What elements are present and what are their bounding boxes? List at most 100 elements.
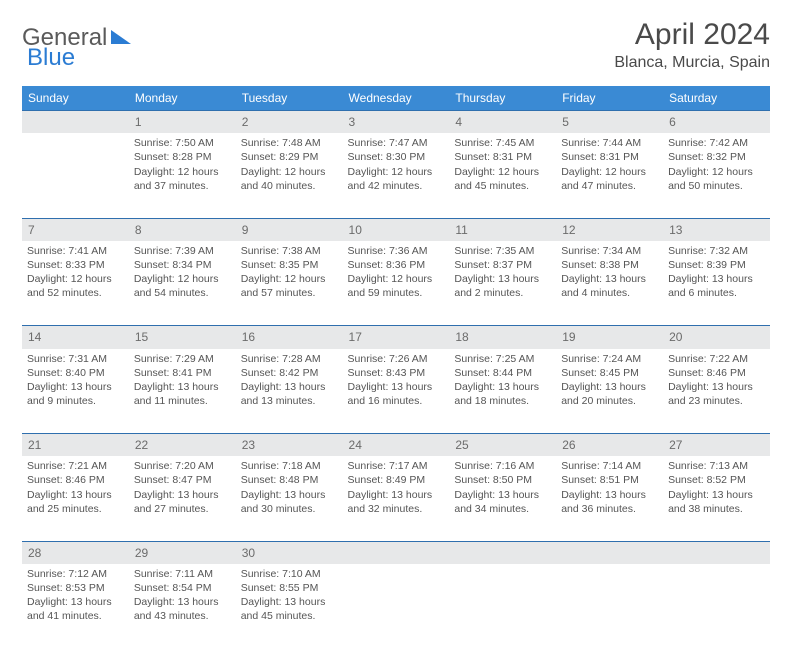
sunset-text: Sunset: 8:50 PM	[454, 473, 551, 487]
day-detail-row: Sunrise: 7:50 AMSunset: 8:28 PMDaylight:…	[22, 133, 770, 218]
daylight-text-1: Daylight: 12 hours	[454, 165, 551, 179]
daylight-text-1: Daylight: 13 hours	[454, 380, 551, 394]
day-detail-cell: Sunrise: 7:44 AMSunset: 8:31 PMDaylight:…	[556, 133, 663, 218]
day-number-cell: 28	[22, 541, 129, 564]
day-detail-cell: Sunrise: 7:47 AMSunset: 8:30 PMDaylight:…	[343, 133, 450, 218]
page-header: General April 2024 Blanca, Murcia, Spain	[22, 18, 770, 72]
sunrise-text: Sunrise: 7:44 AM	[561, 136, 658, 150]
sunrise-text: Sunrise: 7:34 AM	[561, 244, 658, 258]
daylight-text-1: Daylight: 12 hours	[134, 272, 231, 286]
day-number-cell: 22	[129, 434, 236, 457]
sunrise-text: Sunrise: 7:25 AM	[454, 352, 551, 366]
day-detail-cell: Sunrise: 7:21 AMSunset: 8:46 PMDaylight:…	[22, 456, 129, 541]
daylight-text-1: Daylight: 12 hours	[134, 165, 231, 179]
day-number-cell	[556, 541, 663, 564]
sunrise-text: Sunrise: 7:39 AM	[134, 244, 231, 258]
day-detail-row: Sunrise: 7:31 AMSunset: 8:40 PMDaylight:…	[22, 349, 770, 434]
daylight-text-1: Daylight: 12 hours	[241, 272, 338, 286]
day-detail-cell: Sunrise: 7:24 AMSunset: 8:45 PMDaylight:…	[556, 349, 663, 434]
day-number-cell: 25	[449, 434, 556, 457]
day-detail-cell: Sunrise: 7:34 AMSunset: 8:38 PMDaylight:…	[556, 241, 663, 326]
daylight-text-1: Daylight: 13 hours	[27, 488, 124, 502]
daylight-text-1: Daylight: 12 hours	[27, 272, 124, 286]
daylight-text-2: and 4 minutes.	[561, 286, 658, 300]
sunrise-text: Sunrise: 7:38 AM	[241, 244, 338, 258]
location-subtitle: Blanca, Murcia, Spain	[614, 54, 770, 72]
daylight-text-1: Daylight: 13 hours	[668, 380, 765, 394]
sunrise-text: Sunrise: 7:11 AM	[134, 567, 231, 581]
sunset-text: Sunset: 8:31 PM	[561, 150, 658, 164]
day-number-cell: 5	[556, 111, 663, 134]
sunset-text: Sunset: 8:31 PM	[454, 150, 551, 164]
sunset-text: Sunset: 8:37 PM	[454, 258, 551, 272]
daylight-text-2: and 42 minutes.	[348, 179, 445, 193]
sunset-text: Sunset: 8:45 PM	[561, 366, 658, 380]
day-number-row: 21222324252627	[22, 434, 770, 457]
daylight-text-1: Daylight: 13 hours	[668, 272, 765, 286]
day-number-cell: 13	[663, 218, 770, 241]
day-number-cell: 20	[663, 326, 770, 349]
day-number-cell: 23	[236, 434, 343, 457]
sunrise-text: Sunrise: 7:13 AM	[668, 459, 765, 473]
day-number-cell: 14	[22, 326, 129, 349]
daylight-text-1: Daylight: 12 hours	[348, 272, 445, 286]
sunset-text: Sunset: 8:36 PM	[348, 258, 445, 272]
sunrise-text: Sunrise: 7:32 AM	[668, 244, 765, 258]
day-detail-cell: Sunrise: 7:10 AMSunset: 8:55 PMDaylight:…	[236, 564, 343, 649]
weekday-header-row: Sunday Monday Tuesday Wednesday Thursday…	[22, 86, 770, 111]
sunset-text: Sunset: 8:40 PM	[27, 366, 124, 380]
daylight-text-2: and 32 minutes.	[348, 502, 445, 516]
sunrise-text: Sunrise: 7:20 AM	[134, 459, 231, 473]
day-detail-cell: Sunrise: 7:20 AMSunset: 8:47 PMDaylight:…	[129, 456, 236, 541]
weekday-thursday: Thursday	[449, 86, 556, 111]
daylight-text-1: Daylight: 13 hours	[241, 488, 338, 502]
day-detail-cell	[22, 133, 129, 218]
day-number-cell	[343, 541, 450, 564]
daylight-text-2: and 50 minutes.	[668, 179, 765, 193]
calendar-table: Sunday Monday Tuesday Wednesday Thursday…	[22, 86, 770, 649]
daylight-text-1: Daylight: 13 hours	[134, 380, 231, 394]
day-detail-cell: Sunrise: 7:25 AMSunset: 8:44 PMDaylight:…	[449, 349, 556, 434]
daylight-text-1: Daylight: 13 hours	[561, 380, 658, 394]
day-detail-cell: Sunrise: 7:14 AMSunset: 8:51 PMDaylight:…	[556, 456, 663, 541]
weekday-monday: Monday	[129, 86, 236, 111]
day-detail-cell: Sunrise: 7:45 AMSunset: 8:31 PMDaylight:…	[449, 133, 556, 218]
daylight-text-1: Daylight: 12 hours	[668, 165, 765, 179]
sunset-text: Sunset: 8:41 PM	[134, 366, 231, 380]
sunset-text: Sunset: 8:42 PM	[241, 366, 338, 380]
sunset-text: Sunset: 8:35 PM	[241, 258, 338, 272]
day-detail-cell: Sunrise: 7:38 AMSunset: 8:35 PMDaylight:…	[236, 241, 343, 326]
sunrise-text: Sunrise: 7:18 AM	[241, 459, 338, 473]
sunrise-text: Sunrise: 7:10 AM	[241, 567, 338, 581]
sunset-text: Sunset: 8:55 PM	[241, 581, 338, 595]
daylight-text-2: and 37 minutes.	[134, 179, 231, 193]
day-number-cell: 15	[129, 326, 236, 349]
day-detail-row: Sunrise: 7:21 AMSunset: 8:46 PMDaylight:…	[22, 456, 770, 541]
day-number-cell: 2	[236, 111, 343, 134]
day-number-cell: 27	[663, 434, 770, 457]
sunrise-text: Sunrise: 7:45 AM	[454, 136, 551, 150]
day-detail-row: Sunrise: 7:41 AMSunset: 8:33 PMDaylight:…	[22, 241, 770, 326]
weekday-saturday: Saturday	[663, 86, 770, 111]
daylight-text-1: Daylight: 12 hours	[241, 165, 338, 179]
sunrise-text: Sunrise: 7:24 AM	[561, 352, 658, 366]
sunset-text: Sunset: 8:34 PM	[134, 258, 231, 272]
weekday-friday: Friday	[556, 86, 663, 111]
daylight-text-1: Daylight: 13 hours	[454, 272, 551, 286]
day-detail-cell: Sunrise: 7:48 AMSunset: 8:29 PMDaylight:…	[236, 133, 343, 218]
logo-text-blue: Blue	[27, 44, 75, 72]
daylight-text-2: and 36 minutes.	[561, 502, 658, 516]
sunrise-text: Sunrise: 7:35 AM	[454, 244, 551, 258]
daylight-text-1: Daylight: 13 hours	[561, 272, 658, 286]
day-number-cell: 6	[663, 111, 770, 134]
sunrise-text: Sunrise: 7:41 AM	[27, 244, 124, 258]
daylight-text-2: and 34 minutes.	[454, 502, 551, 516]
day-detail-cell: Sunrise: 7:36 AMSunset: 8:36 PMDaylight:…	[343, 241, 450, 326]
day-detail-row: Sunrise: 7:12 AMSunset: 8:53 PMDaylight:…	[22, 564, 770, 649]
daylight-text-1: Daylight: 13 hours	[348, 488, 445, 502]
daylight-text-1: Daylight: 13 hours	[134, 595, 231, 609]
sunrise-text: Sunrise: 7:14 AM	[561, 459, 658, 473]
day-detail-cell: Sunrise: 7:16 AMSunset: 8:50 PMDaylight:…	[449, 456, 556, 541]
sunset-text: Sunset: 8:46 PM	[27, 473, 124, 487]
day-number-row: 78910111213	[22, 218, 770, 241]
